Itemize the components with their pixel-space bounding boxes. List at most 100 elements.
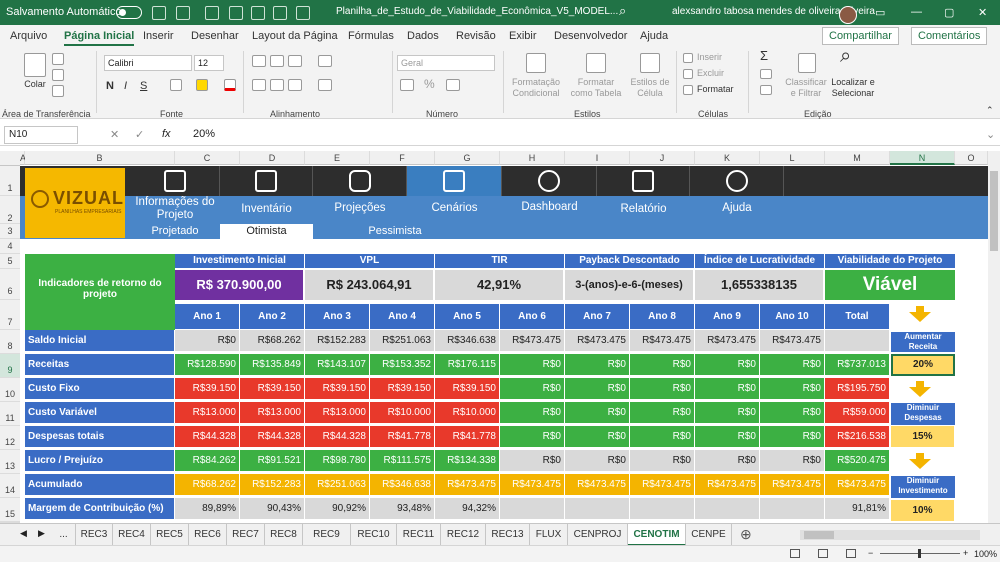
table-cell[interactable]: R$128.590 <box>175 354 240 376</box>
sheet-tab[interactable]: REC12 <box>441 524 486 546</box>
zoom-level[interactable]: 100% <box>974 549 998 559</box>
table-cell[interactable]: R$0 <box>695 402 760 424</box>
tab-pagina-inicial[interactable]: Página Inicial <box>64 30 135 46</box>
zoom-slider[interactable] <box>880 549 960 558</box>
col-header[interactable]: E <box>305 151 370 165</box>
sort-filter-icon[interactable] <box>798 53 816 73</box>
cell-styles-label[interactable]: Estilos de Célula <box>630 77 670 98</box>
thousands-icon[interactable] <box>446 79 460 91</box>
table-cell[interactable]: R$13.000 <box>240 402 305 424</box>
tab-desenhar[interactable]: Desenhar <box>191 30 239 42</box>
tab-inserir[interactable]: Inserir <box>143 30 174 42</box>
table-cell[interactable]: R$251.063 <box>370 330 435 352</box>
table-cell[interactable]: R$473.475 <box>760 474 825 496</box>
format-table-icon[interactable] <box>586 53 606 73</box>
insert-cells-label[interactable]: Inserir <box>697 52 723 62</box>
tab-desenvolvedor[interactable]: Desenvolvedor <box>554 30 628 42</box>
subtab-projetado[interactable]: Projetado <box>151 225 199 237</box>
add-sheet-icon[interactable]: ⊕ <box>740 526 752 542</box>
table-cell[interactable]: R$0 <box>695 450 760 472</box>
formula-input[interactable]: 20% <box>193 128 216 140</box>
table-cell[interactable]: R$251.063 <box>305 474 370 496</box>
number-format-select[interactable]: Geral <box>397 55 495 71</box>
table-cell[interactable] <box>630 498 695 520</box>
nav-scenarios-label[interactable]: Cenários <box>431 202 478 214</box>
table-cell[interactable]: R$0 <box>630 426 695 448</box>
sheet-tab[interactable]: REC6 <box>189 524 227 546</box>
name-box[interactable]: N10 <box>4 126 78 144</box>
decrease-investment-value[interactable]: 10% <box>891 500 955 522</box>
clear-icon[interactable] <box>760 85 772 95</box>
table-cell[interactable]: R$0 <box>500 354 565 376</box>
table-cell[interactable]: R$0 <box>760 402 825 424</box>
table-cell[interactable]: R$473.475 <box>695 330 760 352</box>
sheet-tab[interactable]: CENPROJ <box>568 524 628 546</box>
zoom-out-icon[interactable]: − <box>868 548 874 558</box>
col-header[interactable]: A <box>20 151 27 165</box>
tab-dados[interactable]: Dados <box>407 30 439 42</box>
table-cell[interactable]: R$39.150 <box>175 378 240 400</box>
table-cell[interactable]: R$0 <box>565 402 630 424</box>
table-cell[interactable]: 90,92% <box>305 498 370 520</box>
table-cell[interactable]: R$473.475 <box>565 474 630 496</box>
nav-help-tab[interactable] <box>690 166 784 196</box>
table-cell[interactable]: R$473.475 <box>630 330 695 352</box>
table-cell[interactable]: 91,81% <box>825 498 890 520</box>
paste-label[interactable]: Colar <box>24 79 46 89</box>
bold-button[interactable]: N <box>106 80 114 92</box>
table-cell[interactable]: R$0 <box>695 354 760 376</box>
table-cell[interactable]: R$0 <box>565 354 630 376</box>
enter-icon[interactable]: ✓ <box>135 129 145 141</box>
table-cell[interactable]: R$473.475 <box>435 474 500 496</box>
nav-info-label[interactable]: Informações do Projeto <box>135 196 215 221</box>
col-header[interactable]: B <box>25 151 175 165</box>
row-header[interactable]: 11 <box>0 402 20 426</box>
table-cell[interactable]: R$41.778 <box>370 426 435 448</box>
conditional-format-icon[interactable] <box>526 53 546 73</box>
row-header[interactable]: 6 <box>0 269 20 300</box>
borders-icon[interactable] <box>170 79 182 91</box>
table-cell[interactable]: R$0 <box>630 378 695 400</box>
close-icon[interactable]: ✕ <box>978 7 988 19</box>
row-header[interactable]: 15 <box>0 498 20 522</box>
normal-view-icon[interactable] <box>790 549 800 558</box>
italic-button[interactable]: I <box>124 80 128 92</box>
decrease-expenses-value[interactable]: 15% <box>891 426 955 448</box>
table-cell[interactable]: R$41.778 <box>435 426 500 448</box>
prev-sheet-icon[interactable]: ◀ <box>20 528 27 538</box>
table-cell[interactable] <box>695 498 760 520</box>
table-cell[interactable] <box>825 330 890 352</box>
subtab-pessimista[interactable]: Pessimista <box>368 225 422 237</box>
delete-cells-icon[interactable] <box>683 69 693 79</box>
autosave-toggle[interactable] <box>116 6 142 19</box>
undo-icon[interactable] <box>176 6 190 20</box>
table-cell[interactable]: R$0 <box>500 426 565 448</box>
tab-layout[interactable]: Layout da Página <box>252 30 338 42</box>
col-header[interactable]: H <box>500 151 565 165</box>
table-cell[interactable]: R$737.013 <box>825 354 890 376</box>
row-header[interactable]: 4 <box>0 239 20 254</box>
table-cell[interactable]: R$111.575 <box>370 450 435 472</box>
find-select-label[interactable]: Localizar e Selecionar <box>831 77 875 98</box>
table-cell[interactable]: R$0 <box>760 426 825 448</box>
expand-formula-icon[interactable]: ⌄ <box>986 129 996 141</box>
conditional-format-label[interactable]: Formatação Condicional <box>511 77 561 98</box>
wrap-text-icon[interactable] <box>318 55 332 67</box>
table-cell[interactable]: R$473.475 <box>825 474 890 496</box>
next-sheet-icon[interactable]: ▶ <box>38 528 45 538</box>
table-cell[interactable]: R$59.000 <box>825 402 890 424</box>
table-cell[interactable]: R$195.750 <box>825 378 890 400</box>
page-break-icon[interactable] <box>846 549 856 558</box>
nav-projections-label[interactable]: Projeções <box>334 202 386 214</box>
format-cells-icon[interactable] <box>683 85 693 95</box>
increase-revenue-value[interactable]: 20% <box>891 354 955 376</box>
zoom-slider-thumb[interactable] <box>918 549 921 558</box>
table-cell[interactable]: R$473.475 <box>695 474 760 496</box>
table-cell[interactable]: R$84.262 <box>175 450 240 472</box>
sheet-tab[interactable]: REC9 <box>303 524 351 546</box>
ribbon-display-icon[interactable]: ▭ <box>875 7 886 19</box>
row-header[interactable]: 2 <box>0 196 20 224</box>
table-cell[interactable]: R$152.283 <box>240 474 305 496</box>
fill-icon[interactable] <box>760 69 772 79</box>
minimize-icon[interactable]: — <box>911 6 922 18</box>
